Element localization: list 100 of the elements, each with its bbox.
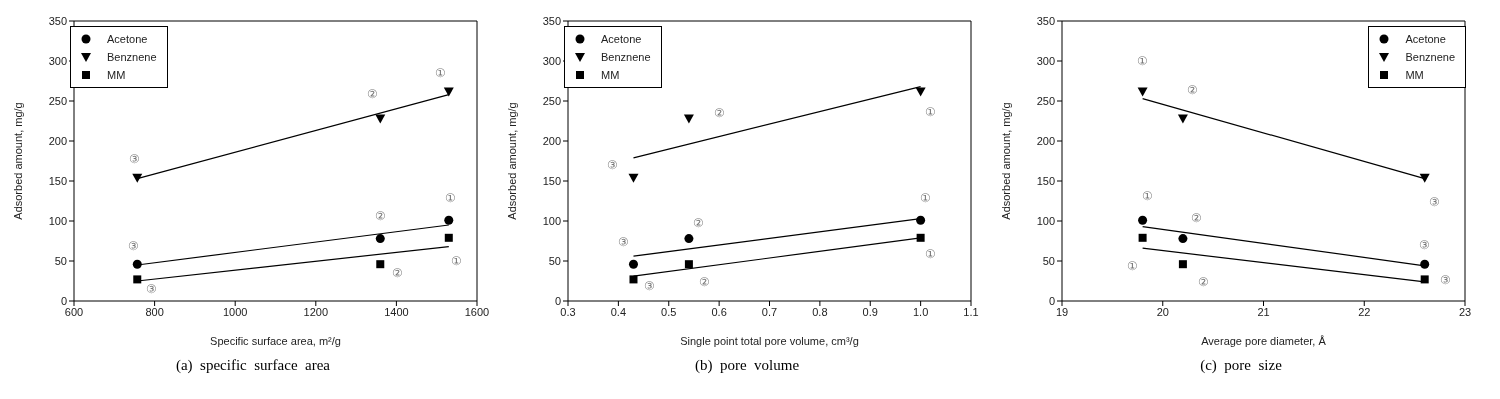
x-tick-label: 23 xyxy=(1458,305,1472,318)
y-tick-label: 50 xyxy=(1042,254,1055,267)
point xyxy=(376,260,385,269)
annotation: ③ xyxy=(1440,273,1452,288)
y-tick-label: 0 xyxy=(554,294,561,307)
x-axis-title: Single point total pore volume, cm³/g xyxy=(680,335,859,347)
x-tick-label: 0.6 xyxy=(711,305,727,318)
y-tick-label: 50 xyxy=(548,254,561,267)
x-tick-label: 21 xyxy=(1257,305,1270,318)
legend-label: MM xyxy=(601,69,620,81)
point xyxy=(1138,233,1147,242)
annotation: ③ xyxy=(128,151,140,166)
y-tick-label: 150 xyxy=(48,174,67,187)
x-tick-label: 19 xyxy=(1055,305,1069,318)
y-tick-label: 100 xyxy=(1036,214,1055,227)
y-axis-title: Adsorbed amount, mg/g xyxy=(505,102,518,220)
legend-label: Acetone xyxy=(1405,33,1446,45)
annotation: ② xyxy=(714,105,726,120)
y-tick-label: 0 xyxy=(60,294,67,307)
x-tick-label: 600 xyxy=(64,305,84,318)
y-tick-label: 150 xyxy=(542,174,561,187)
point xyxy=(1138,215,1148,225)
annotation: ③ xyxy=(606,157,618,172)
annotation: ① xyxy=(920,191,932,206)
y-axis-title: Adsorbed amount, mg/g xyxy=(999,102,1012,220)
point xyxy=(1178,260,1187,269)
point xyxy=(444,233,453,242)
point xyxy=(628,259,638,269)
point xyxy=(132,259,142,269)
x-tick-label: 1200 xyxy=(303,305,329,318)
annotation: ② xyxy=(1198,275,1210,290)
point xyxy=(444,215,454,225)
x-axis-title: Specific surface area, m²/g xyxy=(210,335,341,347)
annotation: ③ xyxy=(127,239,139,254)
x-tick-label: 0.7 xyxy=(761,305,778,318)
point xyxy=(684,234,694,244)
x-tick-label: 1600 xyxy=(464,305,490,318)
legend-label: Acetone xyxy=(107,33,148,45)
legend-label: MM xyxy=(107,69,126,81)
annotation: ③ xyxy=(617,235,629,250)
annotation: ③ xyxy=(1419,238,1431,253)
x-tick-label: 0.9 xyxy=(862,305,878,318)
annotation: ③ xyxy=(145,282,157,297)
annotation: ① xyxy=(925,105,937,120)
annotation: ② xyxy=(693,215,705,230)
legend-label: MM xyxy=(1405,69,1424,81)
x-tick-label: 0.4 xyxy=(610,305,627,318)
y-tick-label: 350 xyxy=(1036,14,1055,27)
point xyxy=(629,275,638,284)
y-tick-label: 250 xyxy=(1036,94,1055,107)
x-tick-label: 20 xyxy=(1156,305,1169,318)
point xyxy=(443,87,454,97)
x-tick-label: 0.8 xyxy=(812,305,828,318)
annotation: ② xyxy=(366,86,378,101)
x-tick-label: 1.1 xyxy=(963,305,979,318)
point xyxy=(1420,259,1430,269)
y-tick-label: 100 xyxy=(48,214,67,227)
y-tick-label: 0 xyxy=(1048,294,1055,307)
annotation: ② xyxy=(374,208,386,223)
point xyxy=(916,215,926,225)
x-tick-label: 1400 xyxy=(384,305,409,318)
x-tick-label: 0.5 xyxy=(661,305,677,318)
point xyxy=(132,173,143,183)
y-tick-label: 100 xyxy=(542,214,561,227)
y-tick-label: 200 xyxy=(542,134,561,147)
y-tick-label: 200 xyxy=(48,134,67,147)
annotation: ① xyxy=(1142,189,1154,204)
text: (b) pore volume xyxy=(693,357,801,374)
annotation: ② xyxy=(699,275,711,290)
y-tick-label: 150 xyxy=(1036,174,1055,187)
point xyxy=(375,234,385,244)
point xyxy=(915,87,926,97)
text: (c) pore size xyxy=(1199,357,1283,374)
annotation: ① xyxy=(1127,258,1139,273)
legend-label: Acetone xyxy=(601,33,642,45)
annotation: ③ xyxy=(643,279,655,294)
point xyxy=(375,114,386,124)
y-tick-label: 250 xyxy=(48,94,67,107)
annotation: ① xyxy=(435,66,447,81)
text: (a) specific surface area xyxy=(174,357,332,374)
x-tick-label: 0.3 xyxy=(560,305,576,318)
annotation: ① xyxy=(445,191,457,206)
x-tick-label: 1000 xyxy=(222,305,248,318)
point xyxy=(628,173,639,183)
annotation: ② xyxy=(391,266,403,281)
point xyxy=(1420,275,1429,284)
y-tick-label: 300 xyxy=(1036,54,1055,67)
point xyxy=(916,233,925,242)
y-tick-label: 250 xyxy=(542,94,561,107)
annotation: ① xyxy=(925,246,937,261)
point xyxy=(684,260,693,269)
annotation: ② xyxy=(1187,82,1199,97)
point xyxy=(1137,87,1148,97)
x-axis-title: Average pore diameter, Å xyxy=(1201,335,1327,347)
y-tick-label: 300 xyxy=(48,54,67,67)
legend-label: Benznene xyxy=(107,51,157,63)
legend-label: Benznene xyxy=(601,51,651,63)
y-tick-label: 200 xyxy=(1036,134,1055,147)
y-tick-label: 50 xyxy=(54,254,67,267)
point xyxy=(133,275,142,284)
